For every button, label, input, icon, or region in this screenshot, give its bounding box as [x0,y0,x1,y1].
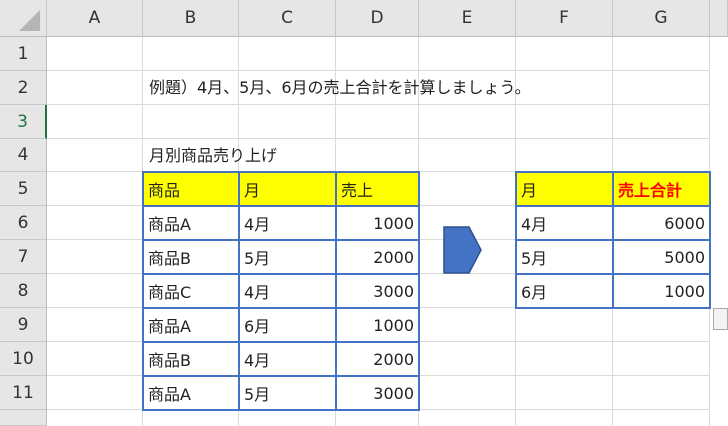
sales-table-cell[interactable]: 商品B [142,341,240,377]
column-header-C[interactable]: C [239,0,336,37]
sales-table-cell[interactable]: 商品A [142,307,240,343]
arrow-right-icon[interactable] [443,226,483,274]
sales-table-cell[interactable]: 2000 [335,341,420,377]
row-header-8[interactable]: 8 [0,274,47,308]
summary-table-cell[interactable]: 6月 [515,273,614,309]
row-header-4[interactable]: 4 [0,139,47,172]
summary-table-header-cell[interactable]: 月 [515,171,614,207]
gridline [47,70,710,71]
sales-table-header-cell[interactable]: 商品 [142,171,240,207]
column-header-D[interactable]: D [336,0,419,37]
paste-options-icon[interactable] [713,308,728,330]
sales-table-cell[interactable]: 4月 [238,273,337,309]
row-header-9[interactable]: 9 [0,308,47,342]
instruction-text[interactable]: 例題）4月、5月、6月の売上合計を計算しましょう。 [149,78,531,97]
gridline [47,104,710,105]
sales-table-cell[interactable]: 1000 [335,307,420,343]
column-header-B[interactable]: B [143,0,239,37]
row-header-3[interactable]: 3 [0,105,47,139]
row-header-6[interactable]: 6 [0,206,47,240]
gridline [47,138,710,139]
sales-table-cell[interactable]: 5月 [238,375,337,411]
row-header-2[interactable]: 2 [0,71,47,105]
row-header-1[interactable]: 1 [0,37,47,71]
sales-table-cell[interactable]: 2000 [335,239,420,275]
column-header-A[interactable]: A [47,0,143,37]
row-header-11[interactable]: 11 [0,376,47,410]
row-header-10[interactable]: 10 [0,342,47,376]
sales-table-cell[interactable]: 商品C [142,273,240,309]
column-header-blank [710,0,728,37]
sales-table-cell[interactable]: 5月 [238,239,337,275]
row-header-7[interactable]: 7 [0,240,47,274]
summary-table-cell[interactable]: 5月 [515,239,614,275]
sales-table-cell[interactable]: 商品A [142,375,240,411]
sales-table-cell[interactable]: 3000 [335,375,420,411]
sales-table-cell[interactable]: 3000 [335,273,420,309]
row-header-5[interactable]: 5 [0,172,47,206]
sales-table-header-cell[interactable]: 月 [238,171,337,207]
column-header-F[interactable]: F [516,0,613,37]
sales-table-cell[interactable]: 商品A [142,205,240,241]
select-all-corner[interactable] [0,0,47,37]
sales-table-cell[interactable]: 4月 [238,205,337,241]
summary-table-cell[interactable]: 5000 [612,239,711,275]
column-header-E[interactable]: E [419,0,516,37]
sales-table-cell[interactable]: 6月 [238,307,337,343]
summary-table-cell[interactable]: 6000 [612,205,711,241]
sales-table-cell[interactable]: 1000 [335,205,420,241]
sales-table-cell[interactable]: 商品B [142,239,240,275]
sheet-edge [710,37,728,426]
column-header-G[interactable]: G [613,0,710,37]
sales-table-cell[interactable]: 4月 [238,341,337,377]
sales-table-header-cell[interactable]: 売上 [335,171,420,207]
row-header-12 [0,410,47,426]
summary-table-header-cell[interactable]: 売上合計 [612,171,711,207]
summary-table-cell[interactable]: 4月 [515,205,614,241]
table-title[interactable]: 月別商品売り上げ [149,146,278,165]
summary-table-cell[interactable]: 1000 [612,273,711,309]
